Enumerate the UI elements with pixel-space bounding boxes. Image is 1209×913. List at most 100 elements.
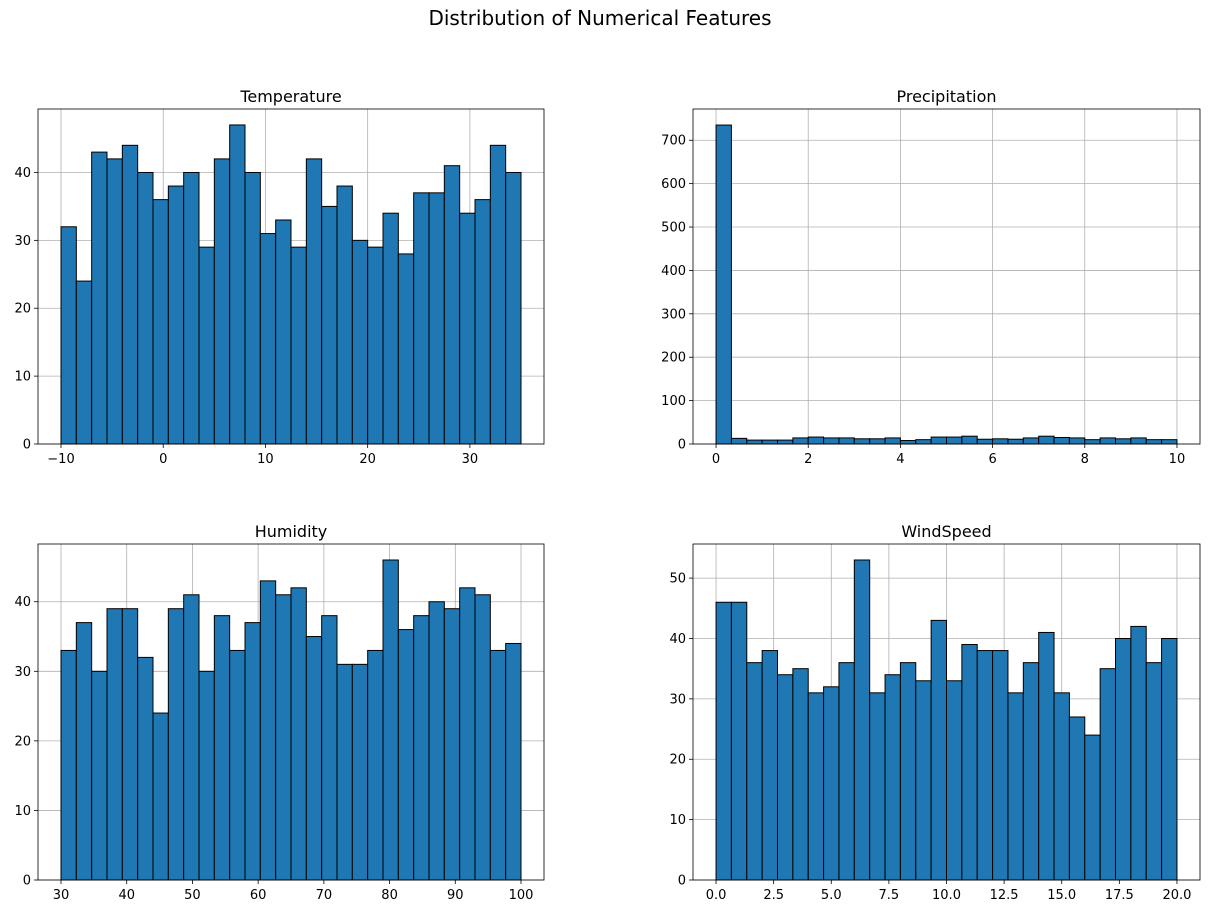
- y-tick-label: 30: [14, 234, 31, 249]
- bar: [1099, 668, 1116, 881]
- bar: [443, 608, 461, 881]
- bar: [443, 165, 461, 445]
- x-tick-label: 10: [257, 452, 274, 467]
- bar: [792, 437, 809, 445]
- panel-title: WindSpeed: [901, 522, 991, 541]
- histogram-windspeed: 0.0 2.5 5.0 7.5 10.0 12.5 15.0 17.5 20.0 0 10 20 30 4…: [669, 522, 1201, 903]
- bar: [106, 158, 123, 445]
- bar: [152, 199, 169, 445]
- bar: [290, 246, 307, 445]
- y-tick-label: 50: [669, 572, 686, 587]
- y-tick-label: 20: [669, 753, 686, 768]
- y-tick-label: 40: [14, 595, 31, 610]
- bar: [382, 559, 399, 881]
- x-tick-label: 6: [988, 452, 996, 467]
- bar: [1068, 716, 1086, 881]
- bar: [961, 644, 978, 881]
- bar: [899, 662, 917, 881]
- bar: [899, 440, 917, 445]
- x-tick-label: 10: [1169, 452, 1186, 467]
- x-tick-label: 70: [316, 888, 333, 903]
- x-tick-label: 10.0: [932, 888, 961, 903]
- bar: [351, 239, 369, 445]
- histogram-temperature: −10 0 10 20 30 0 10 20 30 40 Temperature: [14, 87, 545, 467]
- bar: [1038, 631, 1055, 881]
- x-tick-label: 0: [159, 452, 167, 467]
- bar: [915, 439, 932, 445]
- bar: [1084, 734, 1101, 881]
- histogram-humidity: 30 40 50 60 70 80 90 100 0 10 20 30 40 Humidity: [14, 522, 545, 903]
- bar: [1007, 438, 1024, 445]
- bar: [275, 219, 292, 445]
- bar: [459, 212, 476, 445]
- x-tick-label: 4: [896, 452, 904, 467]
- bar: [1053, 436, 1070, 445]
- bar: [869, 692, 886, 881]
- x-tick-label: 17.5: [1105, 888, 1134, 903]
- x-tick-label: 30: [462, 452, 479, 467]
- x-axis: 0 2 4 6 8 10: [712, 444, 1185, 467]
- bar: [336, 185, 353, 445]
- x-tick-label: 20: [359, 452, 376, 467]
- bar: [505, 642, 522, 881]
- y-tick-label: 0: [23, 438, 31, 453]
- bar: [730, 437, 748, 445]
- bar: [853, 559, 871, 881]
- axes-frame: [692, 108, 1201, 445]
- bar: [823, 686, 840, 881]
- bar: [397, 253, 415, 445]
- bar: [946, 436, 963, 445]
- x-tick-label: −10: [47, 452, 74, 467]
- bar: [459, 587, 476, 881]
- y-tick-label: 100: [661, 394, 686, 409]
- bar: [397, 629, 415, 881]
- y-axis: 0 10 20 30 40: [14, 166, 38, 453]
- bar: [275, 594, 292, 881]
- y-tick-label: 500: [661, 221, 686, 236]
- gridlines: [693, 109, 1200, 445]
- y-tick-label: 200: [661, 351, 686, 366]
- bar: [1115, 637, 1132, 881]
- x-tick-label: 2: [804, 452, 812, 467]
- x-axis: 30 40 50 60 70 80 90 100: [53, 880, 533, 903]
- x-tick-label: 60: [250, 888, 267, 903]
- y-axis: 0 10 20 30 40 50: [669, 572, 693, 889]
- y-tick-label: 400: [661, 264, 686, 279]
- figure-title: Distribution of Numerical Features: [428, 6, 771, 30]
- bar: [1145, 439, 1163, 445]
- x-tick-label: 15.0: [1047, 888, 1076, 903]
- bar: [75, 622, 93, 881]
- y-tick-label: 10: [14, 804, 31, 819]
- bar: [213, 615, 231, 881]
- panel-title: Temperature: [239, 87, 341, 106]
- bar: [1145, 662, 1163, 881]
- x-tick-label: 0.0: [706, 888, 727, 903]
- y-axis: 0 10 20 30 40: [14, 595, 38, 889]
- bar: [382, 212, 399, 445]
- bar: [838, 437, 855, 445]
- bar: [121, 608, 139, 881]
- x-tick-label: 20.0: [1162, 888, 1191, 903]
- x-tick-label: 50: [184, 888, 201, 903]
- panel-title: Humidity: [255, 522, 328, 541]
- x-tick-label: 0: [712, 452, 720, 467]
- bar: [1084, 439, 1101, 445]
- bar: [853, 438, 871, 445]
- y-tick-label: 10: [14, 370, 31, 385]
- x-tick-label: 90: [447, 888, 464, 903]
- bar: [367, 649, 384, 881]
- bar: [1068, 437, 1086, 445]
- x-axis: −10 0 10 20 30: [47, 444, 478, 467]
- x-tick-label: 30: [53, 888, 70, 903]
- bar: [884, 437, 901, 445]
- bar: [198, 246, 215, 445]
- x-axis: 0.0 2.5 5.0 7.5 10.0 12.5 15.0 17.5 20.0: [706, 880, 1191, 903]
- x-tick-label: 40: [118, 888, 135, 903]
- bars: [715, 124, 1178, 445]
- bars: [715, 559, 1178, 881]
- panel-title: Precipitation: [896, 87, 996, 106]
- bar: [715, 601, 732, 881]
- bar: [121, 144, 139, 445]
- bar: [823, 437, 840, 445]
- histogram-precipitation: 0 2 4 6 8 100100200300400500600700Precipitati…: [661, 87, 1201, 467]
